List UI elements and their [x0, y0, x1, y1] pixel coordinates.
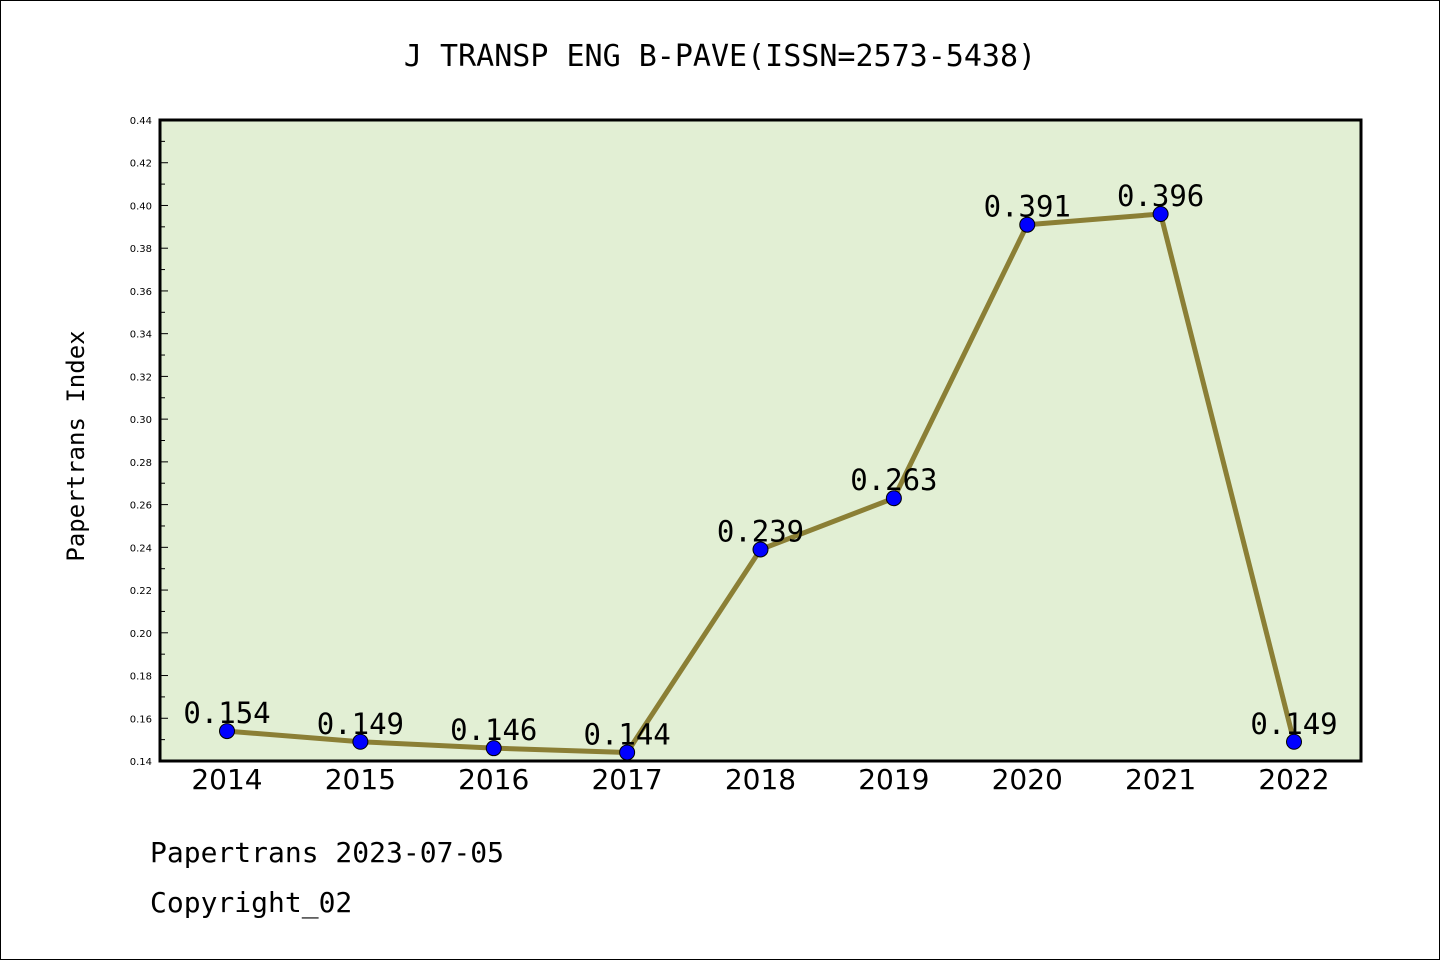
- data-points: [219, 206, 1302, 761]
- footer-copyright: Copyright_02: [150, 886, 353, 919]
- y-tick-label: 0.36: [130, 287, 152, 298]
- y-tick-label: 0.38: [130, 244, 152, 255]
- y-tick-label: 0.16: [130, 714, 152, 725]
- plot-area: [160, 120, 1361, 761]
- data-point: [219, 723, 235, 740]
- y-tick-label: 0.20: [130, 629, 152, 640]
- x-tick-label: 2019: [858, 763, 929, 796]
- y-axis: 0.14 0.16 0.18 0.20 0.22 0.24 0.26 0.28 0.30 0.32…: [130, 116, 168, 768]
- x-tick-label: 2018: [725, 763, 796, 796]
- data-label: 0.396: [1117, 179, 1204, 213]
- y-axis-label: Papertrans Index: [62, 330, 90, 561]
- y-tick-label: 0.40: [130, 201, 152, 212]
- x-axis: 2014 2015 2016 2017 2018 2019 2020 2021 2022: [191, 763, 1329, 796]
- y-tick-label: 0.24: [130, 543, 152, 554]
- y-tick-label: 0.22: [130, 586, 152, 597]
- x-tick-label: 2017: [591, 763, 662, 796]
- data-point: [485, 740, 502, 757]
- x-tick-label: 2014: [191, 763, 262, 796]
- data-labels: 0.154 0.149 0.146 0.144 0.239 0.263 0.391 0.396…: [183, 179, 1337, 751]
- data-label: 0.239: [717, 514, 804, 548]
- data-label: 0.149: [1250, 707, 1337, 741]
- y-tick-label: 0.44: [130, 116, 152, 127]
- plot-border: [158, 118, 1363, 763]
- y-tick-label: 0.14: [130, 757, 152, 768]
- data-label: 0.146: [450, 713, 537, 747]
- data-label: 0.263: [850, 463, 937, 497]
- footer-source: Papertrans 2023-07-05: [150, 836, 505, 869]
- chart-title: J TRANSP ENG B-PAVE(ISSN=2573-5438): [404, 39, 1036, 74]
- y-tick-label: 0.26: [130, 501, 152, 512]
- data-label: 0.149: [317, 707, 404, 741]
- data-point: [885, 490, 902, 507]
- data-point: [752, 541, 769, 558]
- x-tick-label: 2020: [992, 763, 1063, 796]
- data-point: [1152, 206, 1169, 223]
- y-tick-label: 0.30: [130, 415, 152, 426]
- y-tick-label: 0.42: [130, 159, 152, 170]
- data-label: 0.154: [183, 696, 270, 730]
- y-tick-label: 0.34: [130, 330, 152, 341]
- x-tick-label: 2016: [458, 763, 529, 796]
- y-tick-label: 0.32: [130, 372, 152, 383]
- x-tick-label: 2015: [325, 763, 396, 796]
- y-tick-label: 0.18: [130, 672, 152, 683]
- data-point: [1286, 733, 1302, 750]
- x-tick-label: 2022: [1258, 763, 1329, 796]
- data-label: 0.391: [984, 190, 1071, 224]
- data-point: [1019, 216, 1036, 233]
- x-tick-label: 2021: [1125, 763, 1196, 796]
- data-label: 0.144: [583, 717, 670, 751]
- y-tick-label: 0.28: [130, 458, 152, 469]
- data-point: [352, 733, 369, 750]
